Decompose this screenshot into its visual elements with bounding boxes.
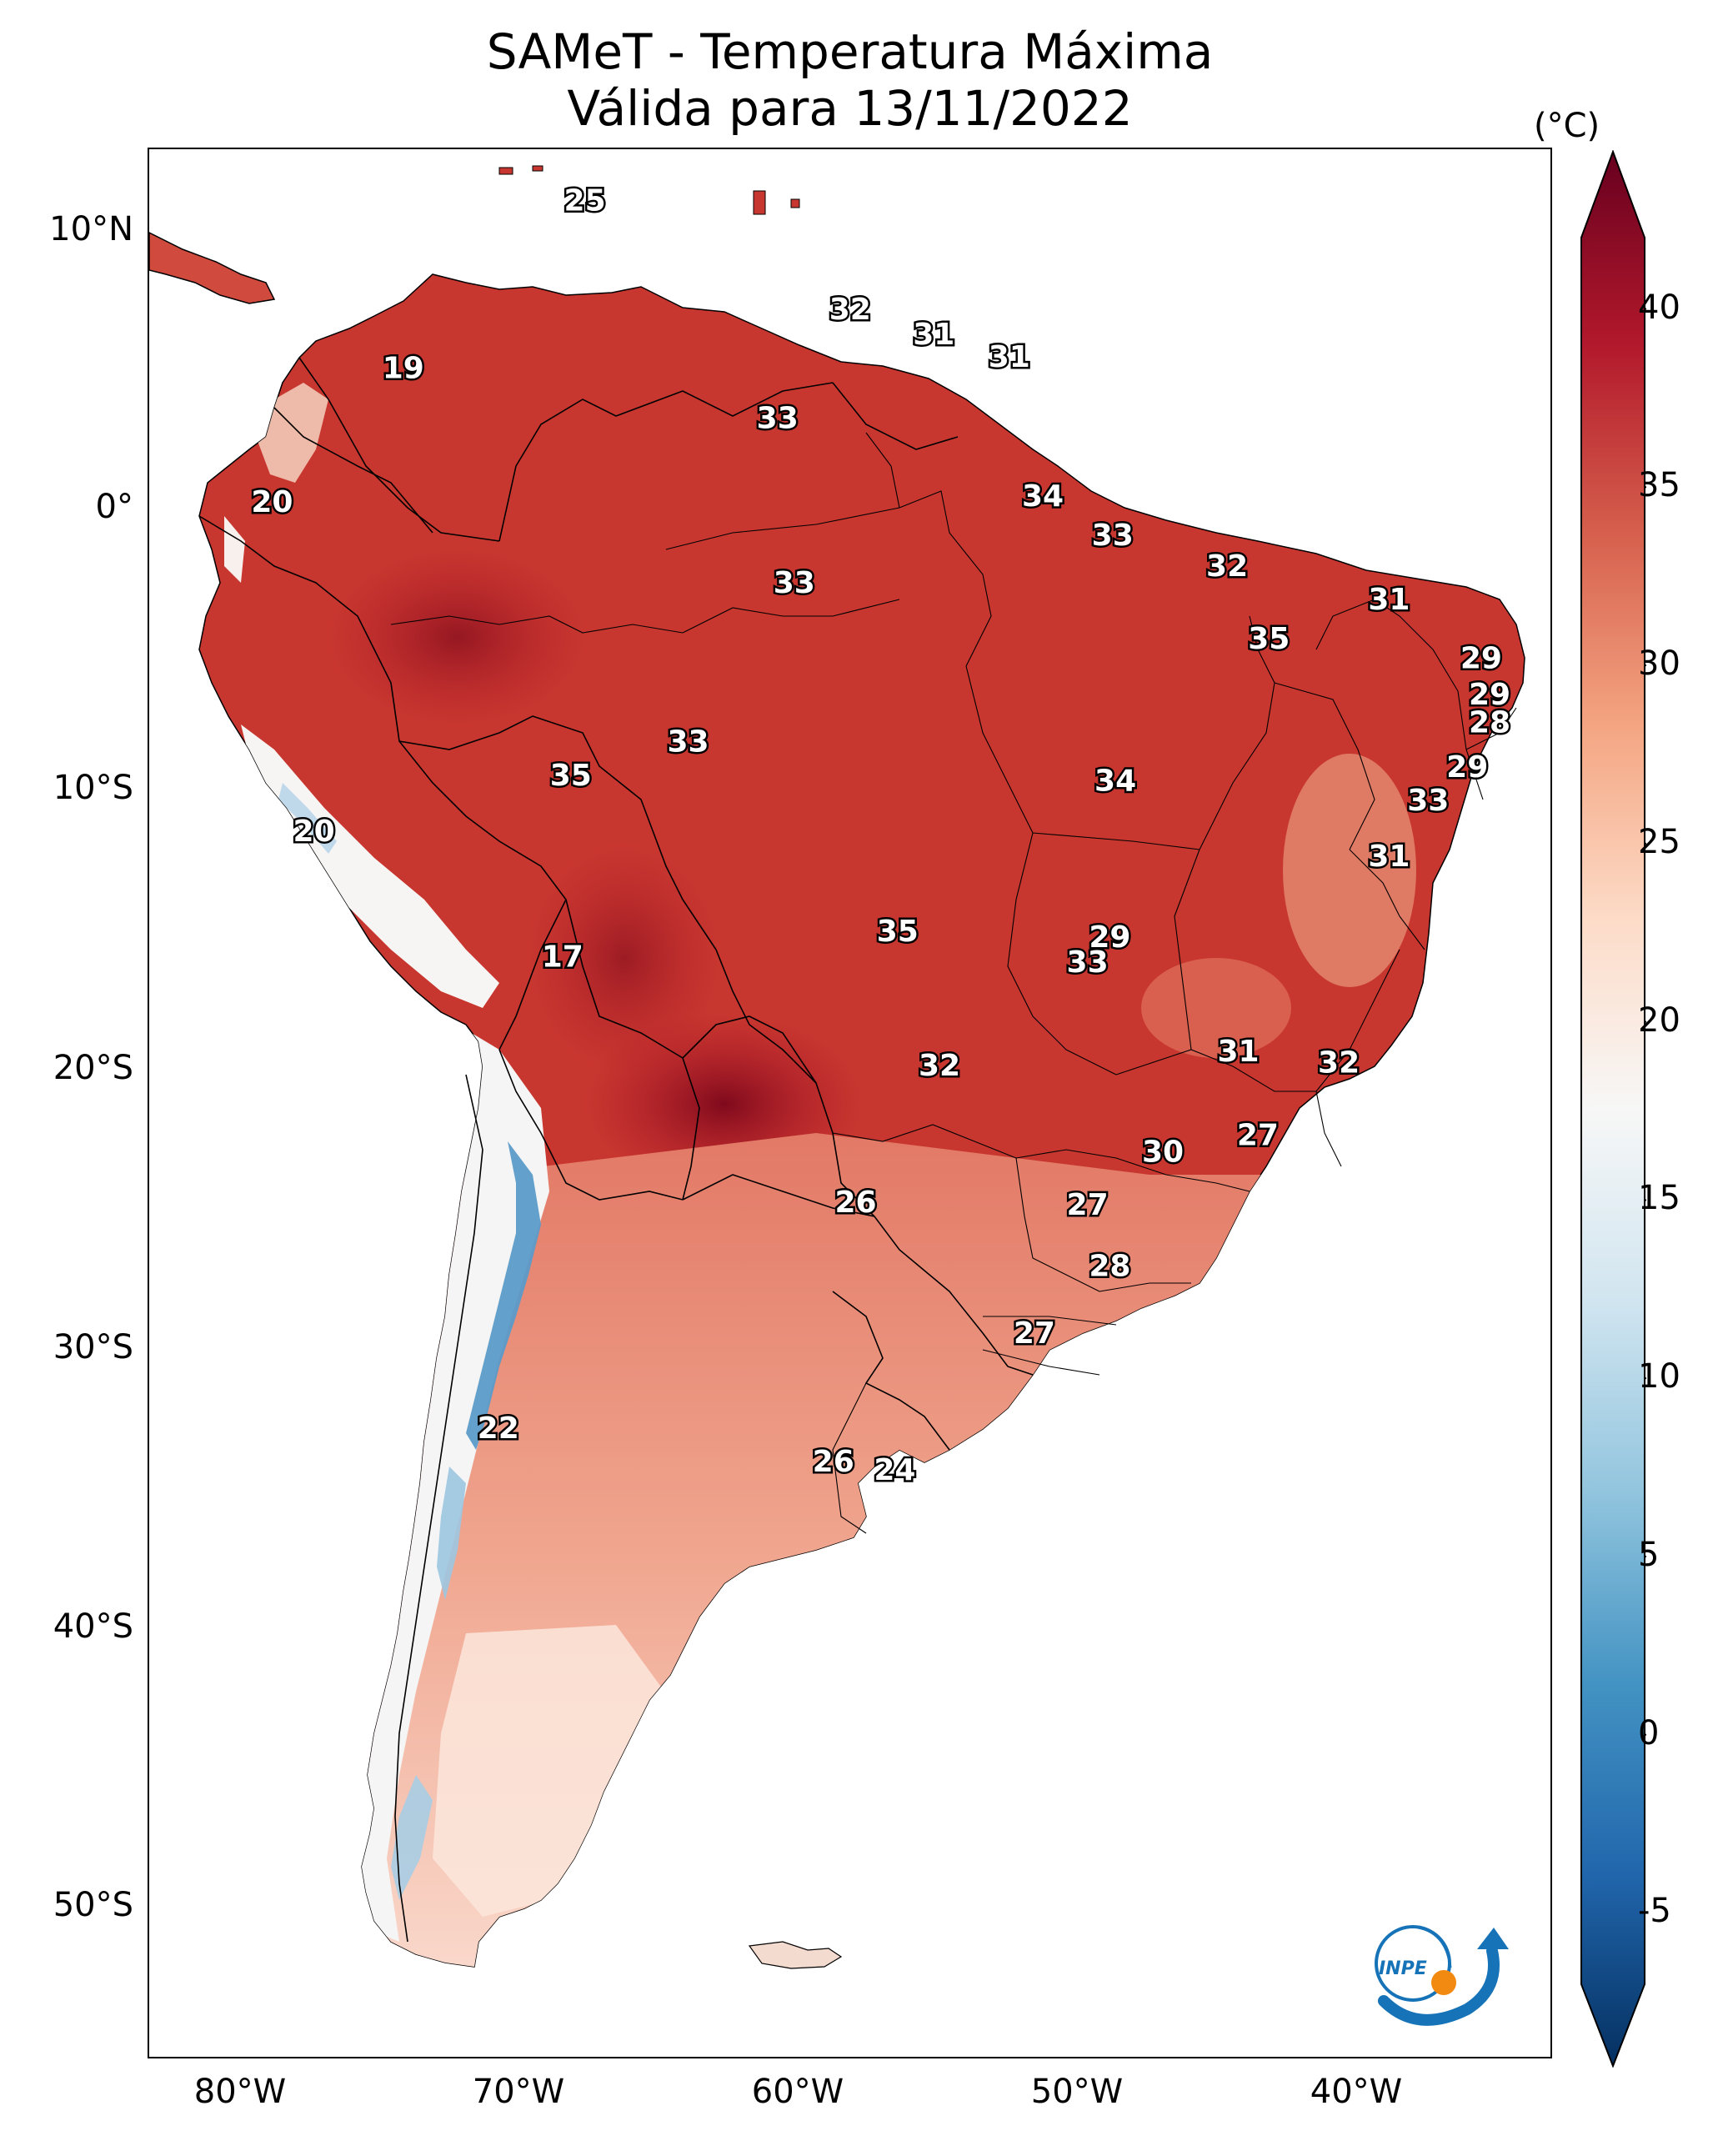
falkland-islands — [748, 1941, 843, 1969]
colorbar-tick-label: 40 — [1638, 288, 1680, 327]
logo-swoosh — [1378, 1945, 1500, 2026]
inpe-logo: INPE — [1375, 1925, 1509, 2026]
point-value-label: 32 — [829, 293, 871, 327]
colorbar-tick-label: -5 — [1638, 1892, 1671, 1931]
logo-orange-dot — [1431, 1970, 1456, 1995]
point-value-label: 31 — [989, 340, 1030, 374]
point-value-label: 20 — [251, 485, 293, 519]
point-value-label: 29 — [1460, 641, 1502, 675]
point-value-label: 33 — [774, 566, 815, 600]
point-value-label: 33 — [1092, 519, 1134, 553]
point-value-label: 20 — [293, 815, 335, 849]
point-value-label: 34 — [1022, 479, 1064, 514]
point-value-label: 32 — [1318, 1046, 1360, 1081]
point-value-label: 24 — [874, 1453, 915, 1487]
lon-label-50w: 50°W — [1030, 2073, 1124, 2111]
point-value-label: 25 — [564, 184, 606, 218]
point-value-label: 32 — [919, 1049, 960, 1083]
point-value-label: 29 — [1089, 920, 1130, 955]
logo-orbit — [1412, 1925, 1452, 1968]
point-value-label: 33 — [1067, 945, 1109, 980]
map-title: SAMeT - Temperatura Máxima Válida para 1… — [148, 23, 1552, 137]
point-value-label: 33 — [1407, 784, 1449, 818]
lon-label-40w: 40°W — [1310, 2073, 1403, 2111]
colorbar-tick-label: 30 — [1638, 644, 1680, 684]
title-line-1: SAMeT - Temperatura Máxima — [486, 23, 1214, 80]
point-value-label: 29 — [1469, 678, 1510, 712]
logo-arrow — [1477, 1928, 1509, 1949]
colorbar-body — [1580, 150, 1645, 2068]
lon-label-70w: 70°W — [472, 2073, 565, 2111]
lon-label-80w: 80°W — [193, 2073, 287, 2111]
point-value-label: 32 — [1206, 549, 1248, 584]
colorbar — [1580, 150, 1646, 2068]
point-value-label: 35 — [1248, 622, 1290, 656]
point-value-label: 28 — [1469, 705, 1510, 740]
point-value-label: 17 — [542, 940, 584, 974]
point-value-label: 27 — [1067, 1188, 1109, 1222]
point-value-label: 22 — [478, 1411, 519, 1446]
colorbar-tick-label: 15 — [1638, 1179, 1680, 1218]
point-value-label: 28 — [1089, 1250, 1130, 1284]
point-value-label: 27 — [1237, 1119, 1279, 1153]
lon-label-60w: 60°W — [751, 2073, 844, 2111]
colorbar-tick-label: 25 — [1638, 822, 1680, 861]
caribbean-islands — [498, 165, 800, 215]
point-value-label: 34 — [1094, 765, 1136, 799]
colorbar-tick-label: 35 — [1638, 466, 1680, 505]
lat-label-50s: 50°S — [53, 1886, 133, 1924]
point-value-label: 29 — [1446, 750, 1488, 785]
point-value-label: 31 — [1368, 583, 1410, 617]
logo-text: INPE — [1379, 1958, 1427, 1979]
colorbar-tick-label: 20 — [1638, 1000, 1680, 1040]
colorbar-tick-label: 0 — [1638, 1713, 1660, 1752]
point-value-label: 31 — [1368, 840, 1410, 874]
lat-label-20s: 20°S — [53, 1049, 133, 1087]
point-value-label: 27 — [1014, 1316, 1055, 1351]
central-america-landmass — [149, 232, 276, 304]
lat-label-10n: 10°N — [49, 210, 133, 248]
point-value-label: 33 — [757, 402, 799, 436]
colorbar-tick-label: 10 — [1638, 1357, 1680, 1396]
point-value-label: 35 — [877, 915, 919, 949]
lat-label-30s: 30°S — [53, 1328, 133, 1366]
point-value-label: 26 — [834, 1186, 876, 1220]
point-value-label: 31 — [1217, 1035, 1259, 1069]
country-borders — [198, 357, 1517, 1943]
lat-label-40s: 40°S — [53, 1607, 133, 1646]
title-line-2: Válida para 13/11/2022 — [567, 80, 1133, 137]
point-value-label: 35 — [550, 759, 592, 793]
point-value-label: 30 — [1142, 1136, 1184, 1170]
colorbar-unit: (°C) — [1534, 107, 1600, 145]
point-value-label: 26 — [813, 1445, 854, 1479]
lat-label-0: 0° — [95, 488, 133, 526]
lat-label-10s: 10°S — [53, 769, 133, 807]
point-value-label: 19 — [383, 351, 424, 385]
map-area: 25 32 31 31 19 33 34 20 33 32 33 31 35 29 29 28 33 29 35 34… — [148, 148, 1552, 2058]
point-value-label: 33 — [667, 725, 709, 760]
point-value-label: 31 — [913, 318, 954, 352]
colorbar-tick-label: 5 — [1638, 1535, 1660, 1574]
